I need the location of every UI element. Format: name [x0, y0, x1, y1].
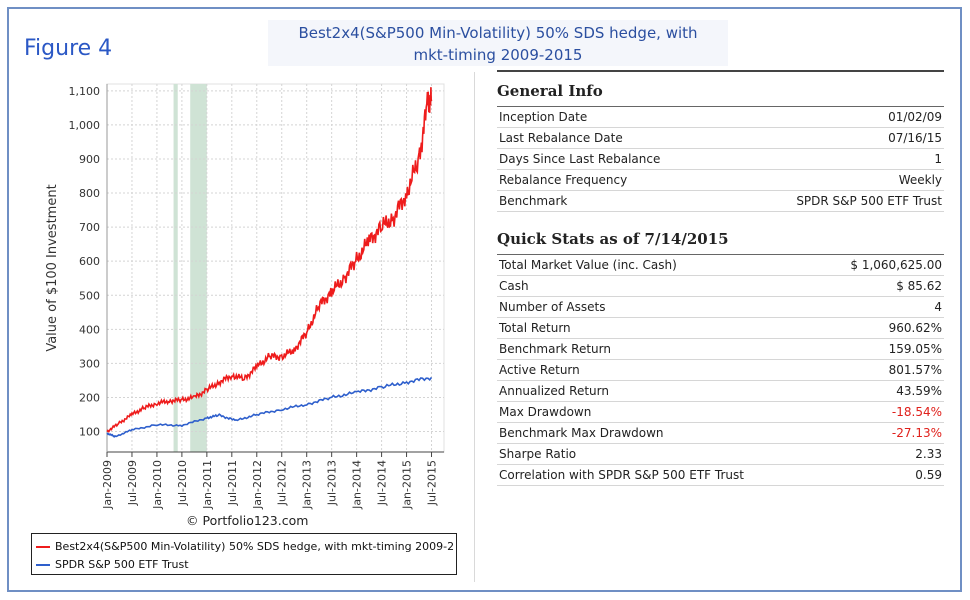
figure-title: Best2x4(S&P500 Min-Volatility) 50% SDS h…: [268, 20, 728, 66]
row-value: 1: [934, 152, 942, 166]
row-label: Cash: [499, 279, 529, 293]
top-rule: [497, 70, 944, 72]
table-row: Benchmark Max Drawdown -27.13%: [497, 423, 944, 444]
table-row: Total Market Value (inc. Cash) $ 1,060,62…: [497, 255, 944, 276]
row-label: Benchmark: [499, 194, 568, 208]
row-label: Max Drawdown: [499, 405, 592, 419]
figure-label: Figure 4: [24, 36, 113, 61]
row-value: Weekly: [898, 173, 942, 187]
figure-frame: [7, 7, 962, 592]
row-value: SPDR S&P 500 ETF Trust: [796, 194, 942, 208]
table-row: Max Drawdown -18.54%: [497, 402, 944, 423]
row-label: Last Rebalance Date: [499, 131, 623, 145]
row-label: Inception Date: [499, 110, 588, 124]
quick-stats-title: Quick Stats as of 7/14/2015: [497, 220, 944, 255]
row-value: 159.05%: [888, 342, 942, 356]
row-label: Total Return: [499, 321, 571, 335]
row-value: 01/02/09: [888, 110, 942, 124]
table-row: Number of Assets 4: [497, 297, 944, 318]
row-value: 960.62%: [888, 321, 942, 335]
row-label: Benchmark Max Drawdown: [499, 426, 664, 440]
table-row: Days Since Last Rebalance 1: [497, 149, 944, 170]
row-value: 0.59: [915, 468, 942, 482]
row-value: 2.33: [915, 447, 942, 461]
row-label: Benchmark Return: [499, 342, 611, 356]
general-info-title: General Info: [497, 72, 944, 107]
row-label: Total Market Value (inc. Cash): [499, 258, 677, 272]
row-value: 801.57%: [888, 363, 942, 377]
row-value: $ 1,060,625.00: [850, 258, 942, 272]
legend-item-benchmark: SPDR S&P 500 ETF Trust: [36, 558, 454, 571]
chart-credit: © Portfolio123.com: [186, 513, 309, 528]
table-row: Cash $ 85.62: [497, 276, 944, 297]
legend-label-benchmark: SPDR S&P 500 ETF Trust: [55, 558, 189, 571]
legend-swatch-benchmark: [36, 563, 50, 566]
row-value: 07/16/15: [888, 131, 942, 145]
table-row: Sharpe Ratio 2.33: [497, 444, 944, 465]
row-label: Correlation with SPDR S&P 500 ETF Trust: [499, 468, 744, 482]
panel-divider: [474, 72, 475, 582]
row-value: $ 85.62: [896, 279, 942, 293]
legend-item-strategy: Best2x4(S&P500 Min-Volatility) 50% SDS h…: [36, 540, 454, 553]
table-row: Inception Date 01/02/09: [497, 107, 944, 128]
legend-swatch-strategy: [36, 545, 50, 548]
table-row: Benchmark SPDR S&P 500 ETF Trust: [497, 191, 944, 212]
row-value: 43.59%: [896, 384, 942, 398]
legend-label-strategy: Best2x4(S&P500 Min-Volatility) 50% SDS h…: [55, 540, 454, 553]
general-info-table: Inception Date 01/02/09 Last Rebalance Dat…: [497, 107, 944, 212]
row-value: -18.54%: [891, 405, 942, 419]
info-panel: General Info Inception Date 01/02/09 Last …: [497, 70, 944, 486]
title-line-2: mkt-timing 2009-2015: [413, 46, 583, 64]
table-row: Annualized Return 43.59%: [497, 381, 944, 402]
table-row: Rebalance Frequency Weekly: [497, 170, 944, 191]
table-row: Active Return 801.57%: [497, 360, 944, 381]
chart-panel: [26, 72, 476, 582]
row-label: Active Return: [499, 363, 580, 377]
row-value: -27.13%: [891, 426, 942, 440]
row-label: Rebalance Frequency: [499, 173, 628, 187]
row-label: Number of Assets: [499, 300, 606, 314]
title-line-1: Best2x4(S&P500 Min-Volatility) 50% SDS h…: [298, 24, 698, 42]
row-value: 4: [934, 300, 942, 314]
row-label: Days Since Last Rebalance: [499, 152, 661, 166]
table-row: Last Rebalance Date 07/16/15: [497, 128, 944, 149]
row-label: Annualized Return: [499, 384, 609, 398]
row-label: Sharpe Ratio: [499, 447, 577, 461]
table-row: Benchmark Return 159.05%: [497, 339, 944, 360]
quick-stats-table: Total Market Value (inc. Cash) $ 1,060,62…: [497, 255, 944, 486]
table-row: Total Return 960.62%: [497, 318, 944, 339]
section-gap: [497, 212, 944, 220]
table-row: Correlation with SPDR S&P 500 ETF Trust 0…: [497, 465, 944, 486]
chart-legend: Best2x4(S&P500 Min-Volatility) 50% SDS h…: [31, 533, 457, 575]
